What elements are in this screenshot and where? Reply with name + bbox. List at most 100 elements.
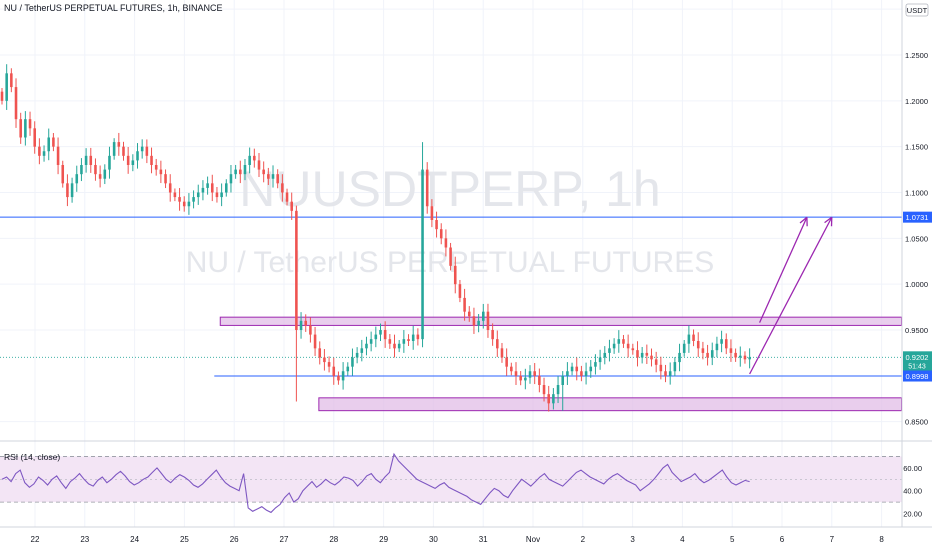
- time-tick-label: 8: [879, 535, 884, 544]
- candle-body: [98, 174, 102, 179]
- candle-body: [463, 297, 466, 312]
- candle-body: [435, 220, 438, 230]
- candle-body: [482, 311, 485, 321]
- candle-body: [61, 165, 65, 184]
- candle-body: [640, 352, 644, 358]
- time-tick-label: 5: [730, 535, 735, 544]
- candle-body: [687, 334, 691, 344]
- candle-body: [566, 371, 569, 376]
- candle-body: [486, 311, 490, 330]
- candle-body: [159, 169, 163, 175]
- candle-body: [257, 160, 261, 170]
- candle-body: [145, 146, 149, 156]
- candle-body: [313, 334, 317, 349]
- candle-body: [220, 192, 223, 198]
- candle-body: [631, 348, 635, 351]
- candle-body: [734, 352, 737, 358]
- candle-body: [524, 377, 527, 381]
- candle-body: [715, 343, 719, 351]
- grid-lines: [0, 0, 902, 527]
- candle-body: [538, 375, 541, 385]
- projection-arrow[interactable]: [758, 216, 808, 323]
- candle-body: [323, 357, 326, 363]
- candle-body: [267, 174, 270, 179]
- symbol-header[interactable]: NU / TetherUS PERPETUAL FUTURES, 1h, BIN…: [4, 3, 223, 13]
- candle-body: [10, 73, 13, 88]
- candle-body: [150, 155, 153, 165]
- candle-body: [439, 229, 443, 239]
- candle-body: [0, 91, 4, 101]
- candle-body: [168, 183, 172, 193]
- candle-body: [5, 73, 8, 101]
- candle-body: [701, 348, 705, 353]
- candle-body: [636, 350, 639, 358]
- time-tick-label: 4: [680, 535, 685, 544]
- candle-body: [421, 169, 424, 340]
- candle-body: [664, 371, 667, 376]
- candle-body: [84, 155, 88, 165]
- candle-body: [650, 355, 653, 360]
- candle-body: [42, 151, 46, 156]
- candle-body: [178, 197, 181, 202]
- candle-body: [281, 183, 284, 193]
- candle-body: [360, 348, 364, 353]
- projection-arrow[interactable]: [749, 216, 833, 375]
- candle-body: [477, 320, 480, 326]
- candle-body: [327, 362, 331, 367]
- zone-rectangle[interactable]: [219, 316, 903, 326]
- candle-body: [696, 341, 700, 349]
- candle-body: [309, 325, 312, 335]
- candle-body: [365, 343, 368, 349]
- price-badge-label: 0.8998: [906, 372, 929, 381]
- candle-body: [682, 343, 686, 353]
- zone-rectangle[interactable]: [318, 397, 903, 412]
- candle-body: [654, 359, 658, 365]
- candle-body: [528, 371, 532, 378]
- price-tick-label: 0.8500: [905, 418, 928, 427]
- candle-body: [355, 352, 359, 358]
- candle-body: [229, 174, 233, 184]
- time-tick-label: 28: [329, 535, 338, 544]
- candle-body: [510, 366, 513, 372]
- candle-body: [122, 146, 125, 156]
- candle-body: [210, 183, 214, 193]
- candle-body: [196, 192, 200, 198]
- candle-body: [692, 334, 695, 341]
- horizontal-levels[interactable]: [0, 216, 902, 377]
- rsi-label[interactable]: RSI (14, close): [4, 452, 61, 462]
- rsi-axis[interactable]: 60.00 40.00 20.00: [903, 464, 922, 519]
- time-axis[interactable]: 22 23 24 25 26 27 28 29 30 31 Nov 2 3 4 5 6 7 8: [31, 535, 885, 544]
- candle-body: [215, 192, 219, 198]
- candle-body: [594, 362, 597, 367]
- candle-body: [505, 357, 508, 367]
- candle-body: [126, 155, 130, 165]
- candle-body: [351, 357, 354, 367]
- candle-body: [561, 375, 565, 385]
- projection-arrows[interactable]: [749, 216, 833, 375]
- candle-body: [47, 137, 51, 152]
- candle-body: [332, 366, 336, 376]
- candle-body: [290, 201, 293, 211]
- candle-body: [108, 155, 111, 170]
- candle-body: [154, 165, 158, 170]
- candle-body: [472, 316, 476, 326]
- candle-body: [225, 183, 228, 193]
- candle-body: [444, 238, 448, 248]
- candle-body: [603, 352, 607, 358]
- candle-body: [346, 366, 350, 372]
- candle-body: [117, 142, 121, 147]
- candle-body: [136, 151, 139, 161]
- candle-body: [402, 339, 406, 344]
- candle-body: [192, 197, 195, 202]
- candle-body: [56, 146, 60, 165]
- candle-body: [19, 119, 22, 138]
- time-tick-label: 7: [830, 535, 835, 544]
- candle-body: [164, 174, 167, 184]
- candle-body: [575, 366, 579, 372]
- candle-body: [38, 146, 41, 156]
- price-tick-label: 1.1000: [905, 189, 928, 198]
- candle-body: [103, 169, 107, 179]
- candle-body: [584, 371, 588, 376]
